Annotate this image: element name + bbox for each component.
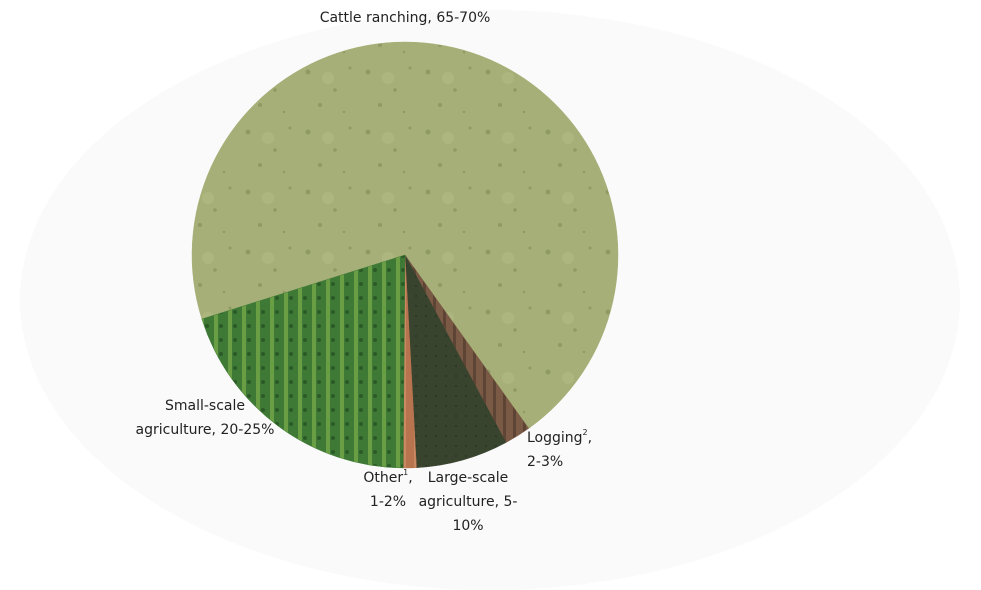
separator: , [587,430,593,446]
slice-label: Small-scale agriculture, 20-25% [125,394,285,442]
pie-slice [191,41,619,429]
value-label: 1-2% [369,494,407,510]
category: Cattle ranching [319,10,428,26]
value-label: 65-70% [436,10,491,26]
separator: , [494,494,500,510]
pie-slice [201,254,406,469]
slice-label: Cattle ranching, 65-70% [285,6,525,30]
separator: , [427,10,432,26]
value-label: 5-10% [452,494,518,534]
footnote: 2 [582,428,588,437]
slice-label: Other1, 1-2% [360,466,416,514]
value-label: 2-3% [527,454,564,470]
category: Other [363,470,404,486]
slice-label: Logging2, 2-3% [527,426,607,474]
footnote: 1 [403,468,409,477]
category: Small-scale agriculture [135,398,245,438]
separator: , [211,422,216,438]
separator: , [408,470,413,486]
slice-label: Large-scale agriculture, 5-10% [418,466,518,538]
category: Logging [527,430,583,446]
value-label: 20-25% [220,422,275,438]
category: Large-scale agriculture [418,470,509,510]
